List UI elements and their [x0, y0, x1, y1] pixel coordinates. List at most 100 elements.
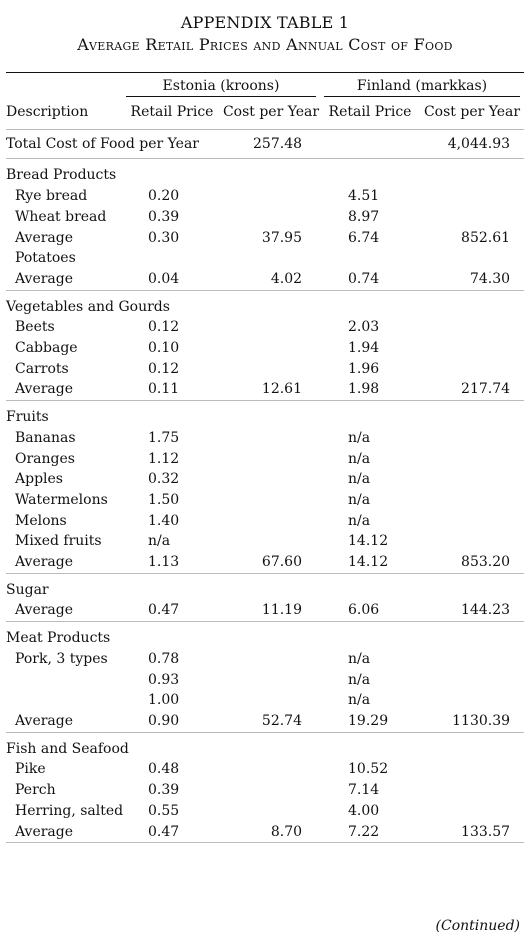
estonia-retail-price: 1.75 [148, 429, 180, 446]
table-row: Average 0.11 12.61 1.98 217.74 [6, 379, 524, 400]
finland-retail-price: n/a [348, 512, 371, 529]
table-row: Carrots 0.12 1.96 [6, 359, 524, 380]
estonia-cost-per-year [222, 297, 320, 318]
header-country-row: Estonia (kroons) Finland (markkas) [6, 76, 524, 99]
row-description: Bread Products [6, 167, 117, 184]
header-finland: Finland (markkas) [320, 76, 524, 99]
estonia-retail-price: 0.39 [148, 782, 180, 799]
table-row: Perch 0.39 7.14 [6, 780, 524, 801]
row-description: Carrots [15, 360, 69, 377]
estonia-cost-per-year [222, 317, 320, 338]
estonia-cost-per-year [222, 165, 320, 186]
table-row: Potatoes [6, 248, 524, 269]
header-blank-cell [6, 76, 122, 99]
finland-retail-price: n/a [348, 671, 371, 688]
estonia-cost-per-year [222, 338, 320, 359]
row-description: Watermelons [15, 491, 108, 508]
estonia-cost-per-year [222, 469, 320, 490]
row-description: Melons [15, 512, 67, 529]
estonia-cost-per-year [222, 690, 320, 711]
row-description: Average [15, 602, 74, 619]
finland-cost-per-year [420, 580, 524, 601]
finland-retail-price: 7.14 [348, 782, 380, 799]
finland-cost-per-year [420, 649, 524, 670]
row-description: Apples [15, 471, 63, 488]
estonia-cost-per-year [222, 248, 320, 269]
finland-retail-price: 8.97 [348, 208, 380, 225]
finland-cost-per-year [420, 759, 524, 780]
row-description: Oranges [15, 450, 75, 467]
row-description: Fruits [6, 409, 49, 426]
estonia-cost-per-year [222, 759, 320, 780]
group-separator-rule [6, 573, 525, 574]
estonia-retail-price: n/a [148, 533, 171, 550]
row-description: Pike [15, 761, 46, 778]
estonia-retail-price: 0.39 [148, 208, 180, 225]
estonia-cost-per-year [222, 628, 320, 649]
group-separator-rule [6, 400, 525, 402]
estonia-cost-per-year [222, 780, 320, 801]
finland-retail-price [320, 739, 420, 760]
estonia-retail-price: 0.93 [148, 671, 180, 688]
estonia-retail-price: 1.00 [148, 692, 180, 709]
finland-retail-price: 1.94 [348, 340, 380, 357]
estonia-retail-price: 0.32 [148, 471, 180, 488]
total-finland-cost: 4,044.93 [447, 135, 511, 152]
continued-note: (Continued) [435, 918, 520, 934]
estonia-retail-price [122, 628, 222, 649]
table-title: APPENDIX TABLE 1 Average Retail Prices a… [0, 12, 530, 56]
finland-cost-per-year [420, 428, 524, 449]
group-heading-row: Fish and Seafood [6, 739, 524, 760]
row-description: Average [15, 554, 74, 571]
estonia-retail-price: 0.48 [148, 761, 180, 778]
price-table: Estonia (kroons) Finland (markkas) Descr… [6, 76, 525, 844]
estonia-retail-price: 0.04 [148, 270, 180, 287]
finland-retail-price [320, 165, 420, 186]
estonia-cost-per-year: 8.70 [270, 823, 303, 840]
estonia-retail-price [122, 248, 222, 269]
total-finland-blank [320, 130, 420, 159]
header-estonia: Estonia (kroons) [122, 76, 320, 99]
finland-retail-price [320, 248, 420, 269]
finland-retail-price: 6.06 [348, 602, 380, 619]
table-title-caption: Average Retail Prices and Annual Cost of… [77, 35, 453, 54]
finland-retail-price [320, 580, 420, 601]
finland-retail-price [320, 297, 420, 318]
table-row: Apples 0.32 n/a [6, 469, 524, 490]
header-estonia-cost-per-year: Cost per Year [222, 104, 320, 120]
estonia-cost-per-year: 52.74 [261, 712, 303, 729]
row-description: Herring, salted [15, 802, 124, 819]
finland-retail-price [320, 628, 420, 649]
table-row: Average 1.13 67.60 14.12 853.20 [6, 552, 524, 573]
finland-retail-price: n/a [348, 692, 371, 709]
row-description: Rye bread [15, 188, 88, 205]
row-description: Potatoes [15, 250, 76, 267]
total-row: Total Cost of Food per Year 257.48 4,044… [6, 130, 524, 159]
estonia-retail-price: 1.13 [148, 554, 180, 571]
table-header: Estonia (kroons) Finland (markkas) Descr… [6, 76, 524, 129]
table-row: Average 0.47 11.19 6.06 144.23 [6, 600, 524, 621]
group-heading-row: Sugar [6, 580, 524, 601]
estonia-retail-price: 0.30 [148, 229, 180, 246]
header-estonia-label: Estonia (kroons) [126, 76, 317, 97]
estonia-retail-price: 0.12 [148, 319, 180, 336]
table-row: Cabbage 0.10 1.94 [6, 338, 524, 359]
table-row: Oranges 1.12 n/a [6, 449, 524, 470]
finland-retail-price: 19.29 [348, 712, 389, 729]
row-description: Mixed fruits [15, 533, 102, 550]
finland-retail-price: n/a [348, 471, 371, 488]
finland-cost-per-year [420, 207, 524, 228]
bottom-rule [6, 842, 525, 844]
finland-retail-price: 0.74 [348, 270, 380, 287]
header-finland-label: Finland (markkas) [324, 76, 521, 97]
estonia-retail-price: 0.47 [148, 602, 180, 619]
table-row: Pike 0.48 10.52 [6, 759, 524, 780]
header-finland-cost-per-year: Cost per Year [423, 104, 521, 120]
finland-cost-per-year [420, 317, 524, 338]
finland-retail-price: 2.03 [348, 319, 380, 336]
finland-retail-price: n/a [348, 491, 371, 508]
estonia-retail-price: 0.20 [148, 188, 180, 205]
table-row: Wheat bread 0.39 8.97 [6, 207, 524, 228]
finland-cost-per-year [420, 511, 524, 532]
estonia-retail-price: 1.50 [148, 491, 180, 508]
